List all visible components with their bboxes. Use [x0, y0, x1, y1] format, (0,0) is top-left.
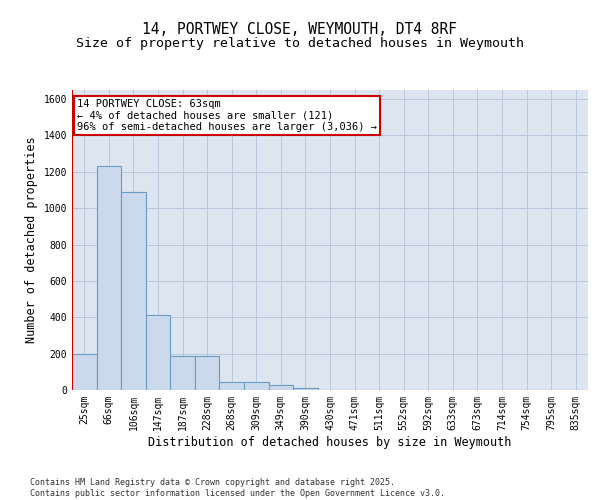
Bar [244, 382, 269, 390]
Text: Contains HM Land Registry data © Crown copyright and database right 2025.
Contai: Contains HM Land Registry data © Crown c… [30, 478, 445, 498]
X-axis label: Distribution of detached houses by size in Weymouth: Distribution of detached houses by size … [148, 436, 512, 448]
Text: Size of property relative to detached houses in Weymouth: Size of property relative to detached ho… [76, 38, 524, 51]
Bar [170, 356, 195, 390]
Bar [97, 166, 121, 390]
Bar [269, 386, 293, 390]
Text: 14, PORTWEY CLOSE, WEYMOUTH, DT4 8RF: 14, PORTWEY CLOSE, WEYMOUTH, DT4 8RF [143, 22, 458, 38]
Bar [195, 356, 220, 390]
Bar [293, 388, 318, 390]
Y-axis label: Number of detached properties: Number of detached properties [25, 136, 38, 344]
Bar [220, 382, 244, 390]
Bar [146, 314, 170, 390]
Text: 14 PORTWEY CLOSE: 63sqm
← 4% of detached houses are smaller (121)
96% of semi-de: 14 PORTWEY CLOSE: 63sqm ← 4% of detached… [77, 99, 377, 132]
Bar [72, 354, 97, 390]
Bar [121, 192, 146, 390]
